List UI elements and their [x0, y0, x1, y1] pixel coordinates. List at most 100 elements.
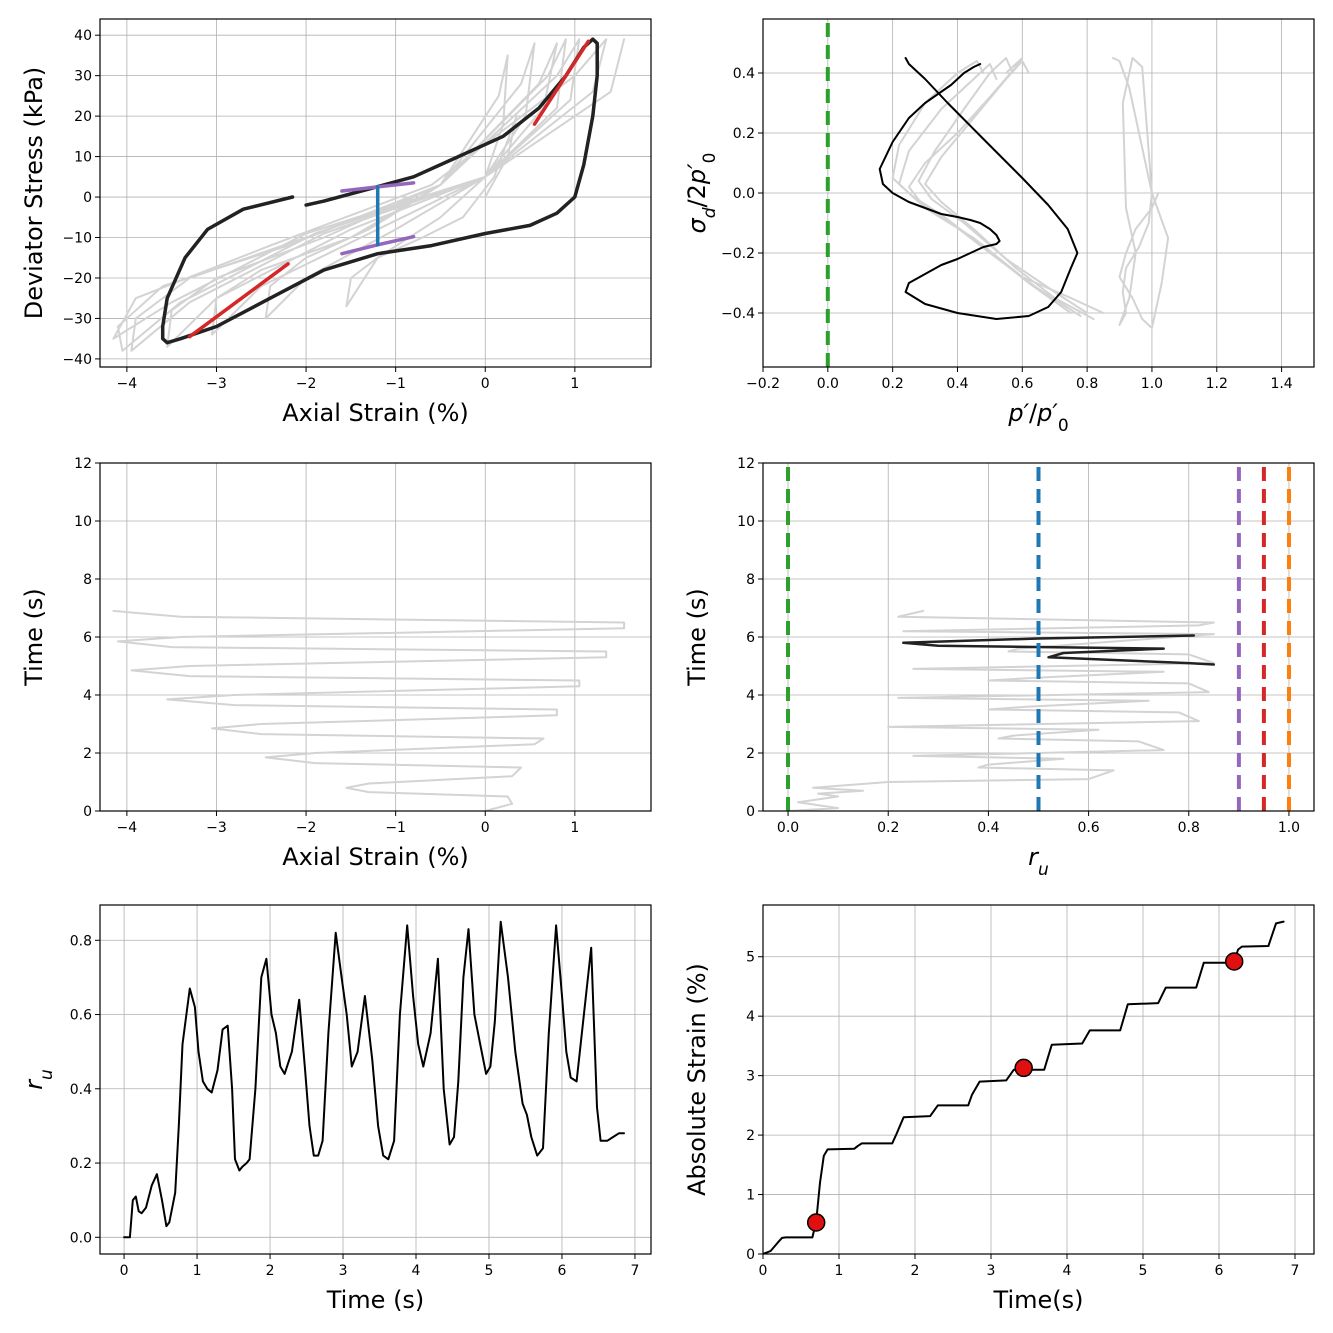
panel-ru-time: 0.0 0.2 0.4 0.6 0.8 1.0 0 2 4 6 8 10 12 ru Time (s) — [683, 456, 1315, 880]
panel-stress-path: −0.2 0.0 0.2 0.4 0.6 0.8 1.0 1.2 1.4 −0.4 −0.2 0.0 0… — [683, 18, 1315, 436]
y-tick-label: 3 — [746, 1069, 755, 1085]
x-tick-label: 1 — [570, 376, 579, 392]
y-tick-label: 30 — [74, 69, 92, 85]
panel-abs-strain-time: 0 1 2 3 4 5 6 7 0 1 2 3 4 5 Time(s) Absolute Strain (%) — [683, 904, 1315, 1314]
y-axis-label: σd​/2p′0 — [683, 153, 720, 234]
x-tick-label: 1 — [193, 1263, 202, 1279]
x-tick-label: 0 — [481, 820, 490, 836]
y-tick-label: 2 — [746, 1128, 755, 1144]
panel-ru-vs-time: 0 1 2 3 4 5 6 7 0.0 0.2 0.4 0.6 0.8 Time (s) ru — [20, 904, 652, 1314]
series-line-4 — [924, 60, 1095, 320]
x-axis-label: Axial Strain (%) — [282, 843, 469, 871]
x-tick-label: 2 — [266, 1263, 275, 1279]
label-part: d — [700, 207, 720, 218]
y-tick-label: 2 — [83, 746, 92, 762]
y-tick-label: 5 — [746, 950, 755, 966]
y-tick-label: 12 — [737, 456, 755, 472]
x-axis-label: ru — [1028, 843, 1049, 880]
x-tick-label: 5 — [485, 1263, 494, 1279]
label-part: p′ — [1036, 399, 1058, 427]
series-line-5 — [917, 57, 1089, 314]
series-line-1 — [763, 920, 1285, 1254]
x-tick-label: 0.4 — [977, 820, 999, 836]
x-tick-label: 0.8 — [1178, 820, 1200, 836]
x-tick-label: 0.6 — [1077, 820, 1099, 836]
x-tick-label: 1.4 — [1270, 376, 1292, 392]
y-tick-label: 0.4 — [70, 1082, 92, 1098]
y-tick-label: 0.6 — [70, 1008, 92, 1024]
series-line-1 — [787, 609, 1215, 811]
y-tick-label: 0.0 — [70, 1230, 92, 1246]
x-tick-label: 1 — [570, 820, 579, 836]
x-tick-label: 6 — [558, 1263, 567, 1279]
plot-area — [786, 463, 1291, 811]
x-tick-label: 7 — [630, 1263, 639, 1279]
y-axis-label: Time (s) — [20, 588, 48, 687]
y-axis-label: Absolute Strain (%) — [683, 963, 711, 1196]
x-tick-label: 1.0 — [1278, 820, 1300, 836]
x-tick-label: 7 — [1291, 1263, 1300, 1279]
x-tick-label: 0.8 — [1076, 376, 1098, 392]
x-tick-label: 3 — [339, 1263, 348, 1279]
x-tick-label: 0.4 — [946, 376, 968, 392]
x-tick-label: 0.2 — [882, 376, 904, 392]
y-tick-label: −20 — [62, 271, 92, 287]
x-tick-label: 0 — [120, 1263, 129, 1279]
y-tick-label: 2 — [746, 746, 755, 762]
plot-area — [123, 920, 625, 1239]
y-tick-label: 12 — [74, 456, 92, 472]
series-line-1 — [112, 38, 626, 352]
plot-area — [112, 37, 626, 352]
x-tick-label: 0 — [481, 376, 490, 392]
plot-area — [825, 19, 1170, 367]
y-tick-label: 6 — [746, 630, 755, 646]
y-tick-label: 0.4 — [733, 66, 755, 82]
y-tick-label: 0 — [83, 190, 92, 206]
series-line-2 — [902, 634, 1216, 666]
axes-frame — [762, 904, 1315, 1255]
y-tick-label: 0.0 — [733, 186, 755, 202]
label-part: u — [1038, 860, 1049, 880]
label-part: u — [37, 1069, 57, 1080]
y-tick-label: 6 — [83, 630, 92, 646]
y-tick-label: 0 — [746, 804, 755, 820]
x-tick-label: 2 — [911, 1263, 920, 1279]
y-tick-label: 4 — [746, 688, 755, 704]
y-tick-label: 4 — [746, 1009, 755, 1025]
label-part: r — [20, 1078, 48, 1090]
x-axis-label: p′/p′0 — [1007, 399, 1068, 436]
y-tick-label: 40 — [74, 28, 92, 44]
plot-area — [112, 609, 626, 811]
y-tick-label: 8 — [83, 572, 92, 588]
x-axis-label: Time (s) — [326, 1286, 425, 1314]
plot-area — [763, 920, 1285, 1254]
label-part: r — [1028, 843, 1040, 871]
x-axis-label: Axial Strain (%) — [282, 399, 469, 427]
label-part: 0 — [700, 153, 720, 164]
series-line-7 — [891, 60, 1072, 314]
x-tick-label: 1.2 — [1206, 376, 1228, 392]
y-tick-label: 1 — [746, 1188, 755, 1204]
x-tick-label: 1 — [835, 1263, 844, 1279]
series-line-6 — [187, 262, 290, 339]
label-part: p′ — [1007, 399, 1029, 427]
series-line-1 — [1118, 57, 1153, 326]
label-part: /2 — [683, 184, 711, 207]
y-tick-label: 8 — [746, 572, 755, 588]
x-tick-label: 0 — [759, 1263, 768, 1279]
x-tick-label: 4 — [1063, 1263, 1072, 1279]
series-line-2 — [160, 37, 599, 345]
series-line-1 — [123, 920, 625, 1239]
x-tick-label: −2 — [296, 820, 317, 836]
x-tick-label: 1.0 — [1141, 376, 1163, 392]
y-tick-label: 0.2 — [70, 1156, 92, 1172]
y-tick-label: −10 — [62, 231, 92, 247]
series-line-8 — [878, 57, 1079, 320]
x-tick-label: 0.2 — [877, 820, 899, 836]
x-tick-label: 4 — [412, 1263, 421, 1279]
x-tick-label: −3 — [206, 376, 227, 392]
x-tick-label: −1 — [385, 376, 406, 392]
